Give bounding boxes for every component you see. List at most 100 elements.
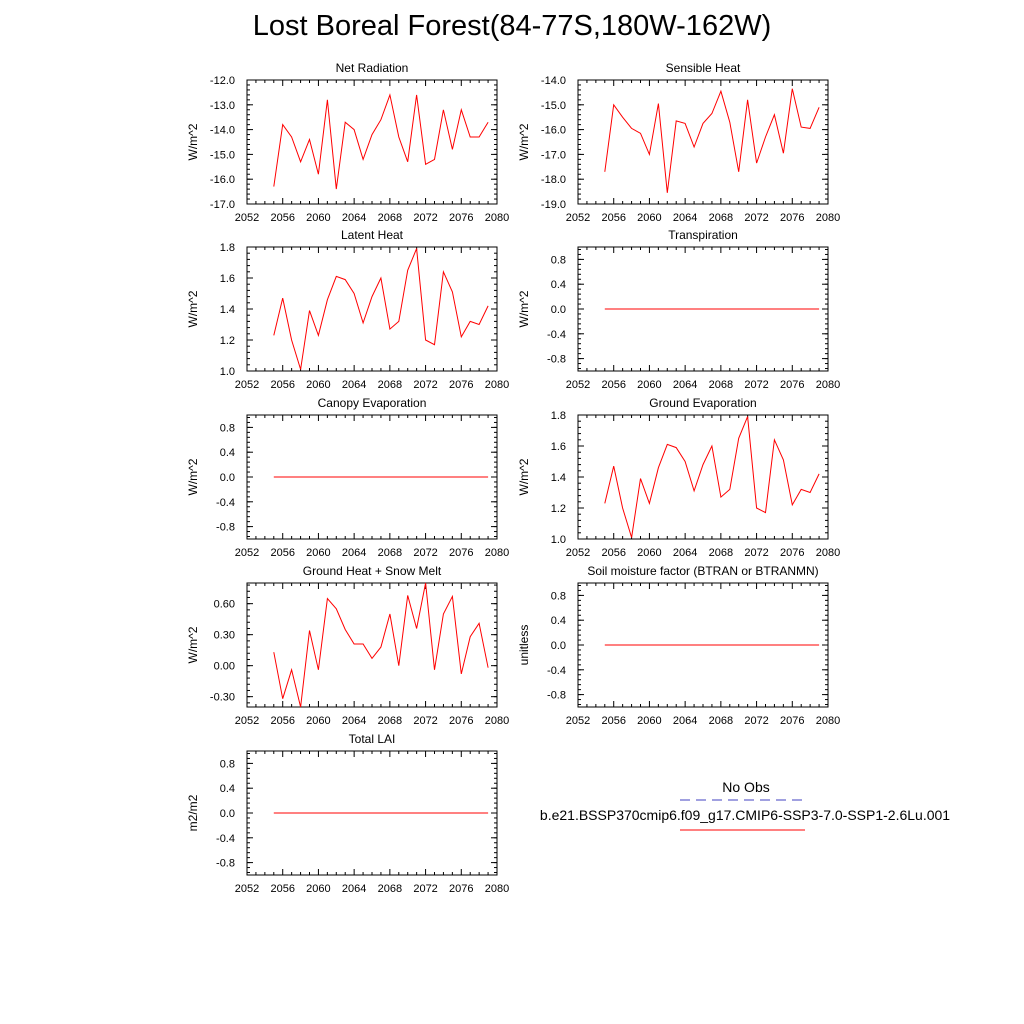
x-tick-label: 2068 <box>709 379 733 391</box>
y-tick-label: 1.8 <box>551 410 566 422</box>
y-tick-label: -17.0 <box>541 149 566 161</box>
y-axis-label: W/m^2 <box>186 458 200 495</box>
x-tick-label: 2060 <box>306 379 330 391</box>
x-tick-label: 2064 <box>673 547 697 559</box>
x-tick-label: 2056 <box>601 212 625 224</box>
y-tick-label: -0.8 <box>216 522 235 534</box>
x-tick-label: 2060 <box>306 547 330 559</box>
x-tick-label: 2060 <box>637 212 661 224</box>
y-tick-label: 0.4 <box>551 615 566 627</box>
y-axis-label: W/m^2 <box>186 626 200 663</box>
x-tick-label: 2076 <box>449 547 473 559</box>
y-tick-label: 1.6 <box>551 441 566 453</box>
panel-2: 2052 2056 2060 2064 2068 2072 2076 2080 1.0 1.2 1.… <box>186 228 509 391</box>
y-tick-label: 0.0 <box>220 472 235 484</box>
x-tick-label: 2064 <box>342 547 366 559</box>
y-tick-label: 0.00 <box>214 661 235 673</box>
panel-8: 2052 2056 2060 2064 2068 2072 2076 2080 -0.8 -0.4… <box>186 732 509 895</box>
y-tick-label: 0.8 <box>551 254 566 266</box>
y-axis-label: m2/m2 <box>186 794 200 831</box>
x-tick-label: 2052 <box>235 547 259 559</box>
panel-3: 2052 2056 2060 2064 2068 2072 2076 2080 -0.8 -0.4… <box>517 228 840 391</box>
x-tick-label: 2068 <box>378 212 402 224</box>
x-tick-label: 2068 <box>709 715 733 727</box>
x-tick-label: 2068 <box>378 883 402 895</box>
x-tick-label: 2072 <box>744 212 768 224</box>
x-tick-label: 2080 <box>485 547 509 559</box>
series-line-0 <box>604 416 820 538</box>
y-tick-label: 0.0 <box>220 808 235 820</box>
y-tick-label: 0.0 <box>551 640 566 652</box>
x-tick-label: 2076 <box>449 883 473 895</box>
y-tick-label: -15.0 <box>210 149 235 161</box>
y-tick-label: -0.4 <box>216 497 235 509</box>
x-tick-label: 2056 <box>601 379 625 391</box>
x-tick-label: 2072 <box>413 547 437 559</box>
series-line-0 <box>273 582 489 708</box>
legend-obs-line <box>680 799 805 801</box>
panel-6: 2052 2056 2060 2064 2068 2072 2076 2080 -0.30 0.0… <box>186 564 509 727</box>
y-tick-label: -14.0 <box>210 125 235 137</box>
y-axis-label: W/m^2 <box>186 290 200 327</box>
y-tick-label: -0.4 <box>547 329 566 341</box>
x-tick-label: 2064 <box>673 379 697 391</box>
y-tick-label: 1.4 <box>220 304 235 316</box>
y-tick-label: -0.8 <box>547 690 566 702</box>
x-tick-label: 2052 <box>566 212 590 224</box>
series-line-0 <box>604 88 820 193</box>
x-tick-label: 2056 <box>270 715 294 727</box>
series-line-0 <box>273 248 489 370</box>
x-tick-label: 2052 <box>566 547 590 559</box>
y-tick-label: -19.0 <box>541 199 566 211</box>
y-tick-label: 0.0 <box>551 304 566 316</box>
x-tick-label: 2080 <box>816 379 840 391</box>
y-tick-label: 1.6 <box>220 273 235 285</box>
panel-title: Soil moisture factor (BTRAN or BTRANMN) <box>587 564 818 578</box>
panel-title: Net Radiation <box>336 61 409 75</box>
y-tick-label: -14.0 <box>541 75 566 87</box>
x-tick-label: 2052 <box>235 212 259 224</box>
y-tick-label: -15.0 <box>541 100 566 112</box>
y-tick-label: -13.0 <box>210 100 235 112</box>
panel-title: Latent Heat <box>341 228 404 242</box>
panel-4: 2052 2056 2060 2064 2068 2072 2076 2080 -0.8 -0.4… <box>186 396 509 559</box>
panel-0: 2052 2056 2060 2064 2068 2072 2076 2080 -17.0 -16… <box>186 61 509 224</box>
plot-frame <box>246 79 498 205</box>
figure-title: Lost Boreal Forest(84-77S,180W-162W) <box>252 10 772 42</box>
x-tick-label: 2068 <box>378 715 402 727</box>
x-tick-label: 2052 <box>235 715 259 727</box>
series-line-0 <box>273 93 489 190</box>
legend-obs-label: No Obs <box>722 779 770 795</box>
y-tick-label: -0.8 <box>216 858 235 870</box>
panel-title: Sensible Heat <box>666 61 741 75</box>
x-tick-label: 2060 <box>637 547 661 559</box>
x-tick-label: 2080 <box>485 715 509 727</box>
y-tick-label: -0.30 <box>210 692 235 704</box>
x-tick-label: 2064 <box>342 715 366 727</box>
x-tick-label: 2072 <box>413 379 437 391</box>
y-tick-label: -18.0 <box>541 174 566 186</box>
y-tick-label: 0.4 <box>551 279 566 291</box>
y-tick-label: -0.8 <box>547 354 566 366</box>
x-tick-label: 2060 <box>306 883 330 895</box>
y-tick-label: 1.8 <box>220 242 235 254</box>
x-tick-label: 2060 <box>637 379 661 391</box>
x-tick-label: 2072 <box>744 715 768 727</box>
x-tick-label: 2064 <box>342 379 366 391</box>
y-tick-label: 1.2 <box>220 335 235 347</box>
x-tick-label: 2064 <box>673 715 697 727</box>
x-tick-label: 2064 <box>342 883 366 895</box>
x-tick-label: 2060 <box>306 212 330 224</box>
y-tick-label: -16.0 <box>210 174 235 186</box>
x-tick-label: 2076 <box>780 212 804 224</box>
x-tick-label: 2076 <box>780 547 804 559</box>
y-tick-label: -12.0 <box>210 75 235 87</box>
panel-title: Canopy Evaporation <box>318 396 427 410</box>
x-tick-label: 2056 <box>270 379 294 391</box>
x-tick-label: 2072 <box>744 547 768 559</box>
x-tick-label: 2072 <box>413 212 437 224</box>
x-tick-label: 2068 <box>709 547 733 559</box>
y-tick-label: -17.0 <box>210 199 235 211</box>
x-tick-label: 2052 <box>566 379 590 391</box>
panel-title: Ground Evaporation <box>649 396 756 410</box>
